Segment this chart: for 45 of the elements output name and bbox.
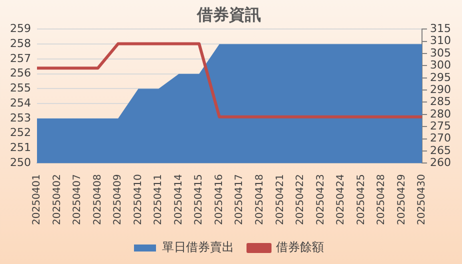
x-tick-label: 20250423: [315, 174, 326, 226]
x-tick-label: 20250410: [132, 174, 144, 226]
y2-tick-label: 260: [430, 156, 452, 169]
y2-tick-label: 295: [430, 70, 452, 84]
y2-tick-label: 275: [430, 119, 452, 132]
y2-tick-label: 285: [430, 95, 452, 108]
x-tick-label: 20250428: [376, 174, 388, 226]
x-tick-label: 20250424: [336, 174, 347, 226]
y2-tick-label: 270: [430, 132, 452, 145]
x-tick-label: 20250429: [396, 174, 408, 226]
y2-tick-label: 280: [430, 107, 452, 120]
x-tick-label: 20250401: [32, 174, 43, 226]
x-tick-label: 20250416: [214, 174, 225, 226]
x-tick-label: 20250402: [52, 174, 63, 226]
y-tick-label: 250: [10, 156, 31, 169]
y-tick-label: 255: [10, 82, 31, 95]
x-tick-label: 20250417: [234, 174, 246, 226]
x-tick-label: 20250415: [194, 174, 205, 226]
chart-title: 借券資訊: [196, 4, 261, 24]
y2-tick-label: 305: [430, 46, 452, 60]
y2-tick-label: 310: [430, 34, 452, 48]
x-tick-label: 20250409: [112, 174, 124, 226]
y2-tick-label: 315: [430, 22, 452, 36]
x-tick-label: 20250418: [254, 174, 266, 226]
y-tick-label: 254: [10, 96, 31, 110]
x-tick-label: 20250408: [92, 174, 104, 226]
x-tick-label: 20250407: [72, 174, 84, 226]
y-tick-label: 253: [10, 111, 31, 124]
x-tick-label: 20250425: [356, 174, 367, 226]
y2-tick-label: 265: [430, 144, 452, 157]
x-tick-label: 20250421: [274, 174, 286, 226]
y-tick-label: 258: [10, 36, 31, 50]
y2-tick-label: 300: [430, 58, 452, 72]
legend-label: 單日借券賣出: [162, 240, 234, 254]
x-tick-label: 20250411: [153, 174, 164, 226]
legend-label: 借券餘額: [276, 240, 324, 254]
x-tick-label: 20250422: [295, 174, 306, 226]
y-tick-label: 256: [10, 66, 31, 80]
y-tick-label: 259: [10, 22, 31, 36]
x-tick-label: 20250414: [173, 174, 184, 226]
y-tick-label: 257: [10, 52, 31, 65]
y-tick-label: 251: [10, 141, 31, 154]
y2-tick-label: 290: [430, 82, 452, 96]
x-tick-label: 20250430: [416, 174, 428, 226]
y-tick-label: 252: [10, 126, 31, 140]
